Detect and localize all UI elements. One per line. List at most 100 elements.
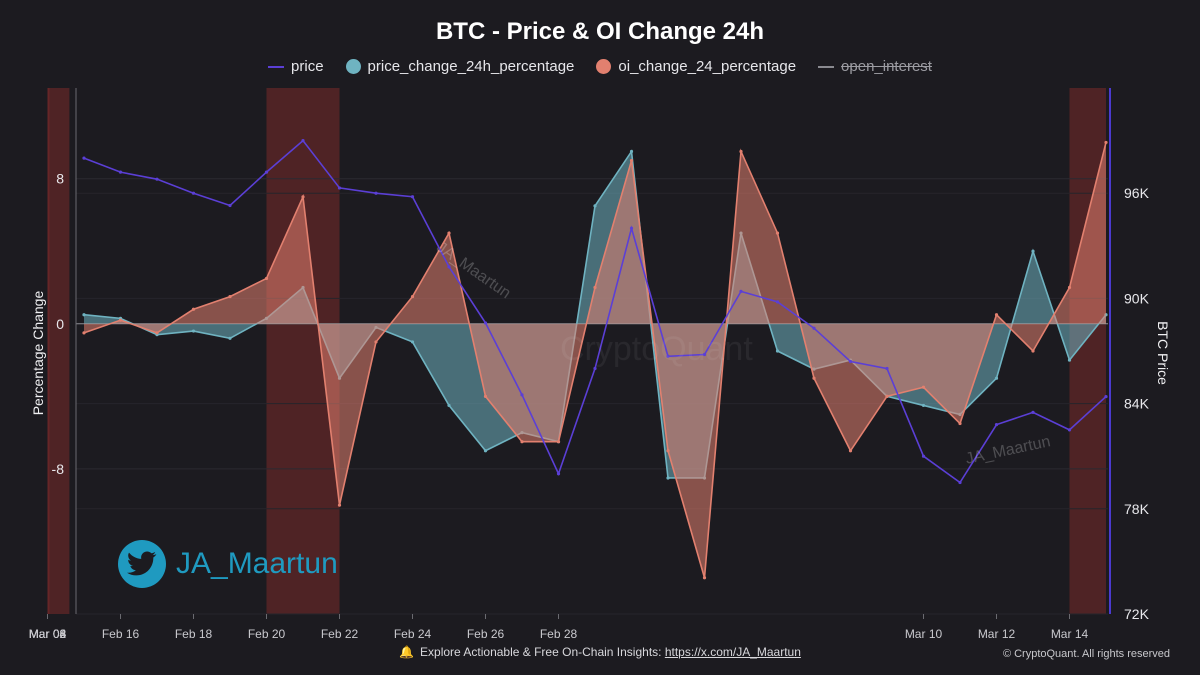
brand-handle: JA_Maartun (176, 547, 338, 580)
oi-change-point (702, 576, 707, 580)
twitter-bird-icon (118, 540, 166, 588)
price-point (301, 139, 305, 143)
price-point (520, 393, 524, 397)
legend-label-open-interest: open_interest (841, 58, 932, 75)
x-tick-label: Mar 10 (905, 627, 943, 641)
price-change-point (1067, 358, 1072, 362)
price-point (118, 170, 123, 174)
price-point (702, 352, 707, 357)
legend-label-price-change: price_change_24h_percentage (367, 58, 575, 75)
x-tick-label: Feb 18 (175, 627, 213, 641)
price-point (958, 480, 962, 485)
price-point (775, 300, 780, 304)
legend-label-price: price (291, 58, 324, 75)
price-point (410, 195, 415, 199)
oi-change-point (593, 285, 597, 290)
chart-title: BTC - Price & OI Change 24h (435, 18, 765, 45)
legend-item-oi-change[interactable]: oi_change_24_percentage (596, 58, 796, 75)
price-change-point (410, 340, 415, 344)
price-point (82, 156, 86, 160)
price-change-point (483, 449, 488, 453)
oi-change-point (447, 231, 451, 235)
legend-item-price-change[interactable]: price_change_24h_percentage (345, 58, 575, 75)
oi-change-point (1031, 349, 1035, 353)
oi-change-point (410, 294, 415, 299)
x-tick-label: Feb 28 (540, 627, 578, 641)
price-point (848, 359, 853, 364)
chart-legend: price price_change_24h_percentage oi_cha… (0, 58, 1200, 75)
legend-item-open-interest[interactable]: open_interest (818, 58, 932, 75)
watermark-cryptoquant: CryptoQuant (560, 330, 753, 368)
oi-change-point (337, 503, 342, 507)
y-right-tick-label: 96K (1124, 185, 1150, 201)
oi-change-point (520, 440, 524, 444)
highlight-range-2 (47, 88, 50, 614)
price-change-point (228, 336, 232, 340)
y-left-tick-label: 0 (56, 316, 64, 332)
oi-change-point (739, 149, 743, 154)
x-tick-label: Mar 04 (29, 627, 67, 641)
price-point (447, 265, 451, 269)
y-left-tick-label: -8 (52, 461, 65, 477)
y-left-tick-label: 8 (56, 171, 64, 187)
oi-change-point (264, 276, 269, 281)
price-point (1104, 394, 1108, 399)
price-change-point (593, 204, 597, 208)
price-point (1067, 428, 1072, 432)
price-point (994, 423, 999, 427)
x-tick-label: Feb 20 (248, 627, 286, 641)
oi-change-point (994, 313, 999, 317)
oi-change-point (848, 449, 853, 453)
y-axis-left-title: Percentage Change (30, 290, 46, 416)
x-tick-label: Feb 22 (321, 627, 359, 641)
x-tick-label: Mar 14 (1051, 627, 1089, 641)
oi-change-point (155, 331, 159, 335)
x-tick-label: Mar 06 (29, 627, 67, 641)
legend-swatch-price-change (345, 59, 361, 74)
y-right-tick-label: 90K (1124, 290, 1150, 306)
brand-badge: JA_Maartun (118, 540, 338, 588)
footer-link[interactable]: https://x.com/JA_Maartun (664, 645, 801, 659)
oi-change-point (118, 318, 123, 322)
legend-swatch-open-interest (818, 65, 835, 68)
oi-change-area (84, 142, 1106, 578)
oi-change-point (483, 394, 488, 398)
oi-change-point (885, 394, 889, 398)
oi-change-point (1067, 285, 1072, 290)
legend-swatch-price (268, 65, 285, 68)
oi-change-point (191, 307, 196, 311)
oi-change-point (556, 440, 561, 444)
legend-label-oi-change: oi_change_24_percentage (618, 58, 797, 75)
legend-swatch-oi-change (596, 59, 612, 74)
y-right-tick-label: 78K (1124, 501, 1150, 517)
oi-change-point (374, 340, 378, 344)
y-axis-right-title: BTC Price (1155, 321, 1171, 385)
price-point (666, 354, 670, 358)
y-right-tick-label: 72K (1124, 606, 1150, 622)
oi-change-point (82, 331, 86, 335)
y-right-tick-label: 84K (1124, 396, 1150, 412)
price-point (739, 289, 743, 293)
price-change-point (1031, 249, 1035, 253)
price-point (483, 321, 488, 325)
price-change-point (921, 403, 926, 408)
price-point (921, 454, 926, 458)
x-tick-label: Feb 24 (394, 627, 432, 641)
price-point (191, 191, 196, 195)
oi-change-point (812, 376, 816, 380)
price-change-point (447, 403, 451, 408)
x-tick-label: Mar 08 (29, 627, 67, 641)
price-point (812, 326, 816, 330)
oi-change-point (1104, 140, 1108, 145)
footer-text: Explore Actionable & Free On-Chain Insig… (420, 645, 662, 659)
copyright: © CryptoQuant. All rights reserved (1002, 648, 1170, 660)
oi-change-point (666, 449, 670, 453)
footer: 🔔 Explore Actionable & Free On-Chain Insi… (0, 645, 1200, 659)
oi-change-point (958, 421, 962, 426)
legend-item-price[interactable]: price (268, 58, 324, 75)
price-point (1031, 410, 1035, 414)
price-change-point (82, 313, 86, 317)
price-point (374, 191, 378, 195)
x-tick-label: Feb 26 (467, 627, 505, 641)
